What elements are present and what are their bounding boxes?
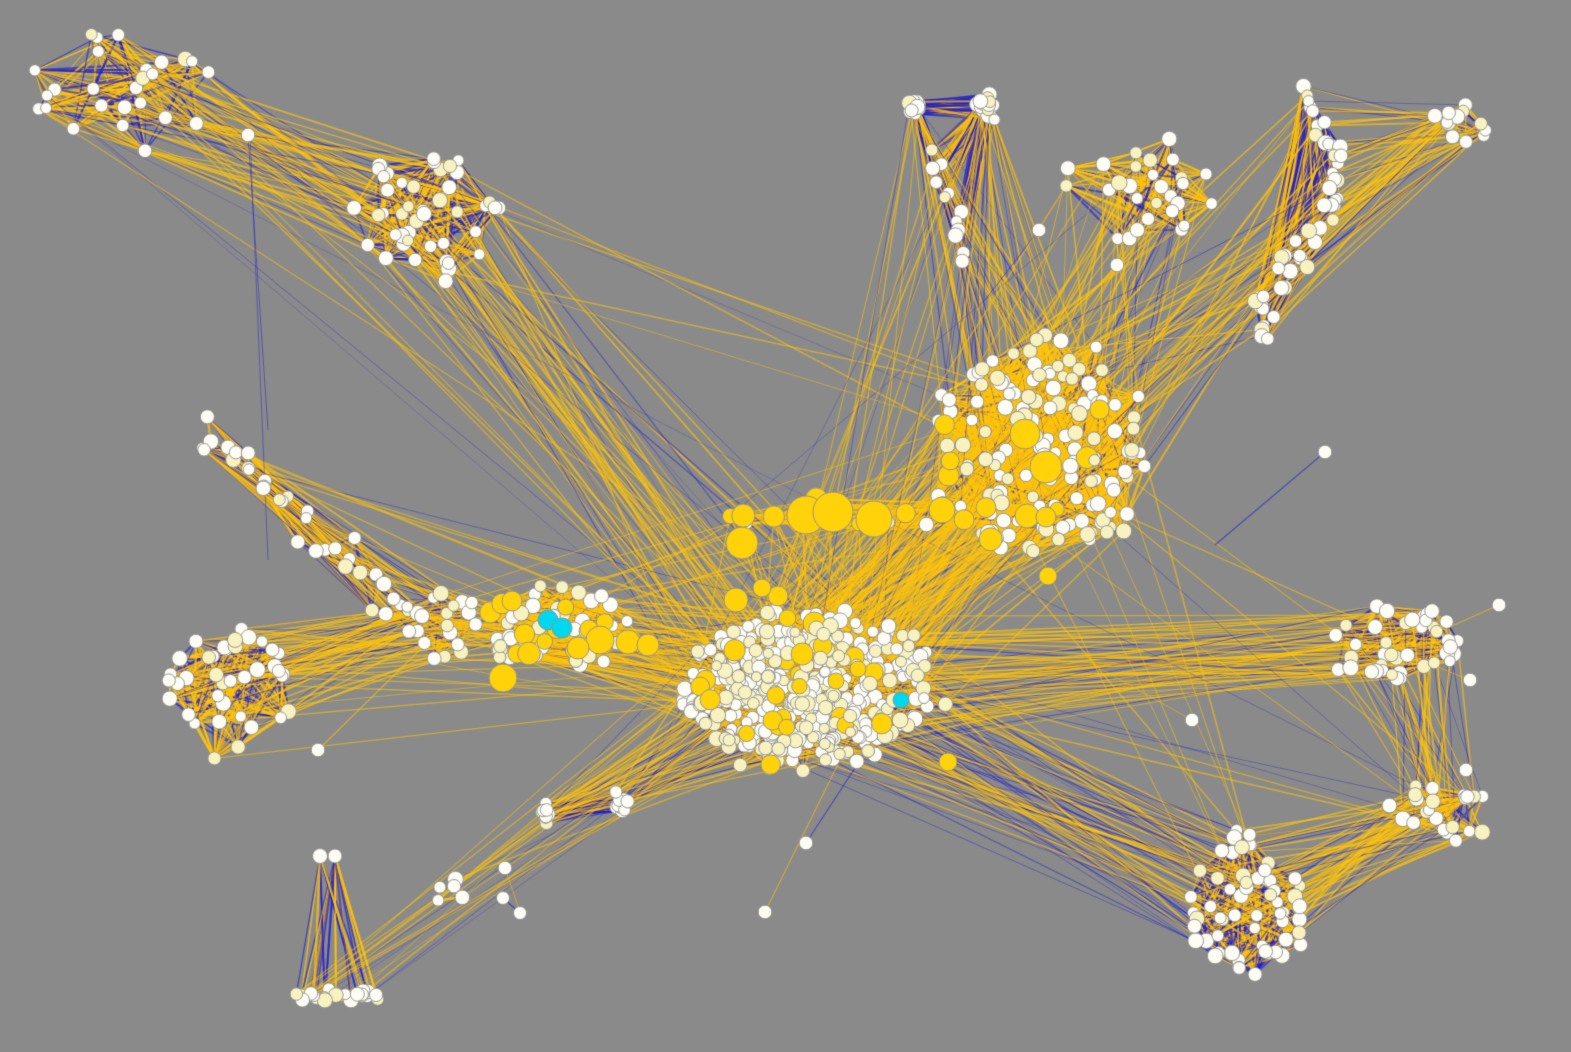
network-graph-visualization: Network Graph Visualization positive / g… bbox=[0, 0, 1571, 1052]
graph-canvas[interactable] bbox=[0, 0, 1571, 1052]
